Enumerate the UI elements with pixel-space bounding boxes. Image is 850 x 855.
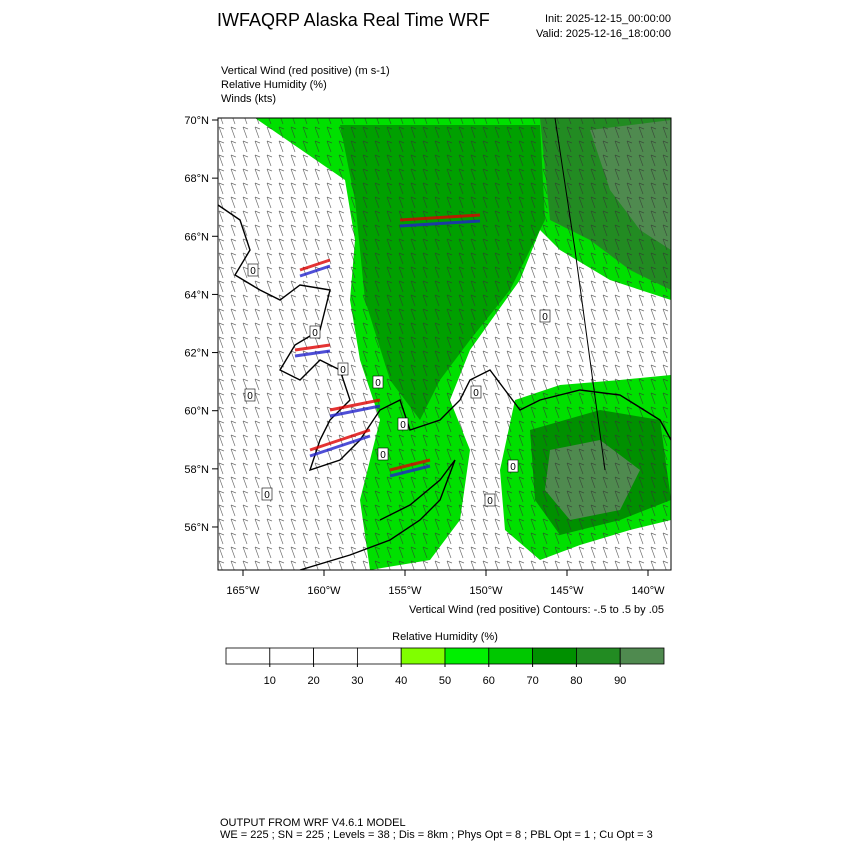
contour-label-box — [397, 417, 409, 431]
contour-label: 0 — [473, 388, 479, 399]
lat-tick-label: 58°N — [184, 464, 209, 476]
contour-label-box — [337, 362, 349, 376]
footer: WE = 225 ; SN = 225 ; Levels = 38 ; Dis … — [220, 829, 653, 841]
colorbar-box — [400, 647, 446, 665]
contour-label-box — [377, 447, 389, 461]
contour-label-box — [470, 385, 482, 399]
contour-label: 0 — [264, 490, 270, 501]
colorbar-box — [313, 647, 358, 665]
lat-tick-label: 60°N — [184, 406, 209, 418]
lat-tick-label: 62°N — [184, 348, 209, 360]
lon-tick-label: 150°W — [469, 585, 503, 597]
colorbar-tick-label: 80 — [570, 675, 582, 687]
colorbar-box — [444, 647, 490, 665]
colorbar-tick-label: 60 — [483, 675, 495, 687]
colorbar-tick-label: 30 — [351, 675, 363, 687]
map-field — [218, 118, 671, 570]
lat-tick-label: 64°N — [184, 289, 209, 301]
colorbar-tick-label: 90 — [614, 675, 626, 687]
contour-label: 0 — [312, 328, 318, 339]
lat-tick-label: 56°N — [184, 522, 209, 534]
colorbar-title: Relative Humidity (%) — [392, 631, 498, 643]
title: IWFAQRP Alaska Real Time WRF — [217, 10, 490, 30]
contour-label: 0 — [250, 266, 256, 277]
init-time: Init: 2025-12-15_00:00:00 — [545, 13, 671, 25]
contour-note: Vertical Wind (red positive) Contours: -… — [409, 604, 664, 616]
lon-tick-label: 155°W — [388, 585, 422, 597]
colorbar-box — [225, 647, 271, 665]
contour-label: 0 — [340, 365, 346, 376]
colorbar-box — [532, 647, 577, 665]
field-label: Vertical Wind (red positive) (m s-1) — [221, 65, 390, 77]
contour-label: 0 — [400, 420, 406, 431]
lat-tick-label: 68°N — [184, 173, 209, 185]
valid-time: Valid: 2025-12-16_18:00:00 — [536, 28, 671, 40]
lon-tick-label: 145°W — [550, 585, 584, 597]
colorbar-box — [488, 647, 533, 665]
colorbar-tick-label: 40 — [395, 675, 407, 687]
contour-label-box — [372, 375, 384, 389]
colorbar-box — [576, 647, 621, 665]
contour-label: 0 — [375, 378, 381, 389]
contour-label: 0 — [380, 450, 386, 461]
contour-label: 0 — [487, 496, 493, 507]
contour-label-box — [507, 459, 519, 473]
lat-tick-label: 70°N — [184, 115, 209, 127]
lat-tick-label: 66°N — [184, 231, 209, 243]
colorbar-tick-label: 10 — [264, 675, 276, 687]
colorbar-box — [619, 647, 665, 665]
colorbar-tick-label: 20 — [307, 675, 319, 687]
contour-label: 0 — [247, 391, 253, 402]
colorbar-tick-label: 50 — [439, 675, 451, 687]
contour-label-box — [539, 309, 551, 323]
lon-tick-label: 160°W — [307, 585, 341, 597]
contour-label-box — [484, 493, 496, 507]
lon-tick-label: 140°W — [631, 585, 665, 597]
map-frame — [217, 117, 672, 571]
colorbar-tick-label: 70 — [526, 675, 538, 687]
colorbar-box — [356, 647, 402, 665]
footer: OUTPUT FROM WRF V4.6.1 MODEL — [220, 817, 406, 829]
contour-label: 0 — [510, 462, 516, 473]
field-label: Relative Humidity (%) — [221, 79, 327, 91]
contour-label: 0 — [542, 312, 548, 323]
contour-label-box — [261, 487, 273, 501]
contour-label-box — [247, 263, 259, 277]
contour-label-box — [244, 388, 256, 402]
colorbar-box — [269, 647, 314, 665]
lon-tick-label: 165°W — [226, 585, 260, 597]
contour-label-box — [309, 325, 321, 339]
field-label: Winds (kts) — [221, 93, 276, 105]
